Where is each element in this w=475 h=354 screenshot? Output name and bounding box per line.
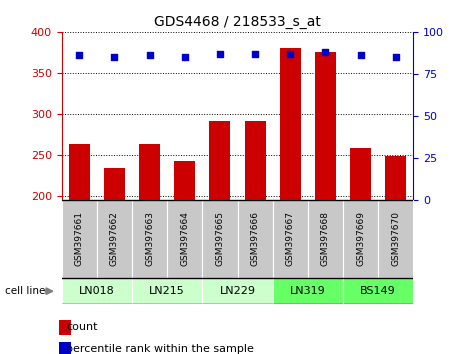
Bar <box>132 278 202 304</box>
Text: LN319: LN319 <box>290 286 326 296</box>
Point <box>216 51 224 57</box>
Bar <box>350 148 371 354</box>
Point <box>322 49 329 55</box>
Bar <box>238 200 273 278</box>
Bar <box>308 200 343 278</box>
Text: GSM397670: GSM397670 <box>391 211 400 267</box>
Title: GDS4468 / 218533_s_at: GDS4468 / 218533_s_at <box>154 16 321 29</box>
Bar <box>62 200 97 278</box>
Text: cell line: cell line <box>5 286 45 296</box>
Text: LN018: LN018 <box>79 286 115 296</box>
Text: LN215: LN215 <box>149 286 185 296</box>
Bar <box>273 278 343 304</box>
Bar <box>69 144 90 354</box>
Bar <box>378 200 413 278</box>
Text: count: count <box>66 322 98 332</box>
Point <box>251 51 259 57</box>
Bar <box>104 168 125 354</box>
Bar <box>97 200 132 278</box>
Bar <box>343 200 378 278</box>
Point <box>392 54 399 60</box>
Bar <box>132 200 167 278</box>
Bar <box>167 200 202 278</box>
Text: GSM397662: GSM397662 <box>110 211 119 267</box>
Point <box>181 54 189 60</box>
Text: GSM397664: GSM397664 <box>180 211 189 267</box>
Text: GSM397666: GSM397666 <box>251 211 259 267</box>
Point <box>286 51 294 57</box>
Text: LN229: LN229 <box>219 286 256 296</box>
Bar <box>280 48 301 354</box>
Bar <box>202 200 238 278</box>
Point <box>111 54 118 60</box>
Bar <box>174 161 195 354</box>
Point <box>76 52 83 58</box>
Bar <box>343 278 413 304</box>
Bar <box>245 121 266 354</box>
Text: GSM397669: GSM397669 <box>356 211 365 267</box>
Bar <box>385 156 406 354</box>
Point <box>357 52 364 58</box>
Bar <box>315 52 336 354</box>
Text: GSM397667: GSM397667 <box>286 211 294 267</box>
Bar <box>202 278 273 304</box>
Bar <box>62 278 132 304</box>
Bar <box>139 144 160 354</box>
Bar <box>209 121 230 354</box>
Text: GSM397663: GSM397663 <box>145 211 154 267</box>
Text: percentile rank within the sample: percentile rank within the sample <box>66 344 255 354</box>
Text: GSM397665: GSM397665 <box>216 211 224 267</box>
Bar <box>273 200 308 278</box>
Point <box>146 52 153 58</box>
Text: GSM397668: GSM397668 <box>321 211 330 267</box>
Text: GSM397661: GSM397661 <box>75 211 84 267</box>
Text: BS149: BS149 <box>360 286 396 296</box>
